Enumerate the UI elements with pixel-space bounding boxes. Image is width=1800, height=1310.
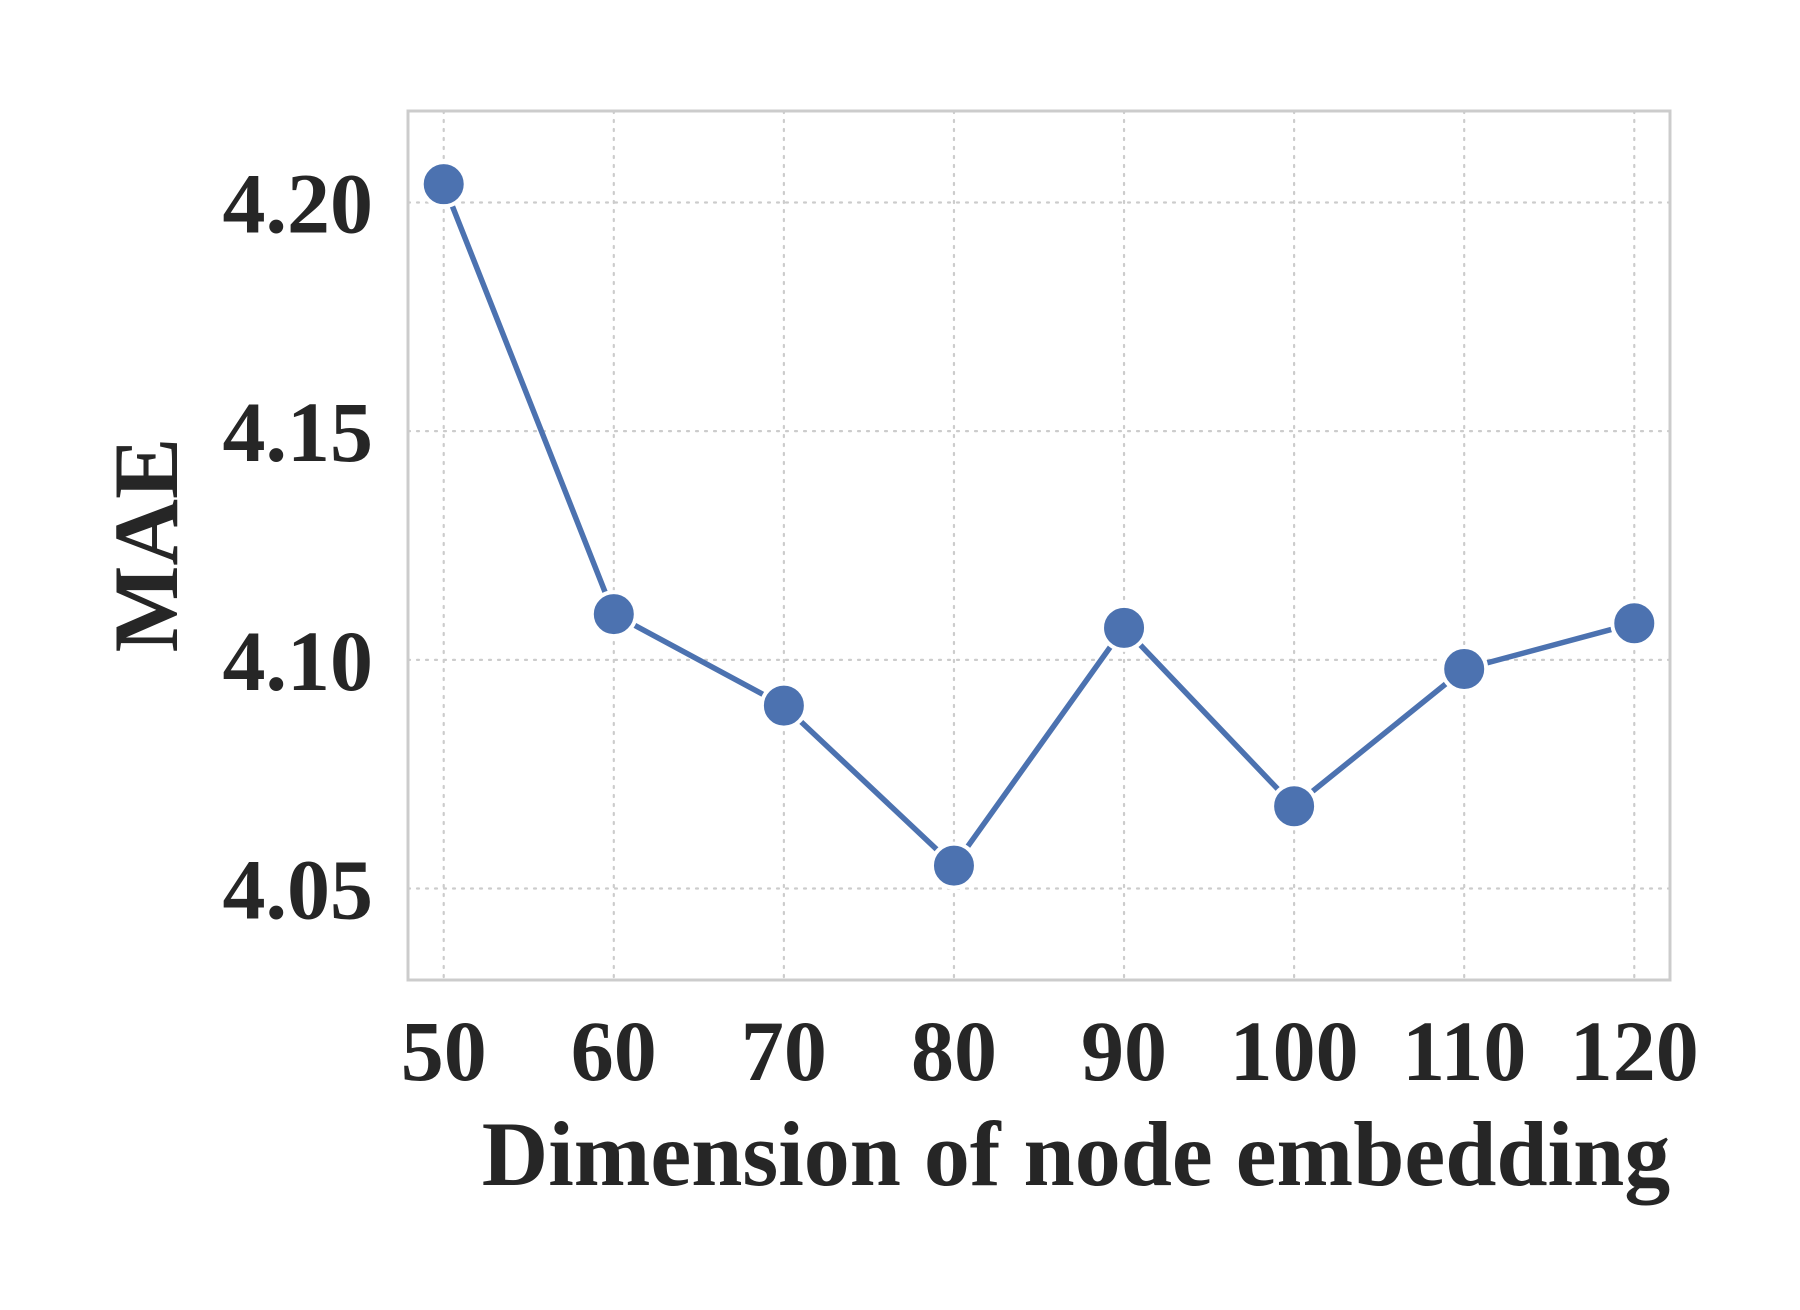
x-axis-title: Dimension of node embedding: [482, 1103, 1671, 1205]
series: [419, 160, 1659, 890]
x-tick-label: 60: [571, 1003, 657, 1099]
data-point: [1610, 599, 1659, 648]
y-tick-labels: 4.05 4.10 4.15 4.20: [223, 155, 374, 937]
series-line: [440, 181, 1638, 869]
y-axis-title: MAE: [95, 438, 197, 653]
x-tick-label: 80: [911, 1003, 997, 1099]
data-point: [759, 681, 808, 730]
data-point: [1270, 782, 1319, 831]
x-tick-label: 50: [401, 1003, 487, 1099]
x-tick-label: 110: [1402, 1003, 1526, 1099]
y-tick-label: 4.05: [223, 842, 374, 938]
y-tick-label: 4.20: [223, 155, 374, 251]
data-point: [589, 590, 638, 639]
x-tick-label: 100: [1230, 1003, 1359, 1099]
y-tick-label: 4.15: [223, 384, 374, 480]
data-point: [1440, 644, 1489, 693]
data-point: [419, 160, 468, 209]
y-tick-label: 4.10: [223, 613, 374, 709]
x-tick-label: 120: [1570, 1003, 1699, 1099]
x-tick-label: 90: [1081, 1003, 1167, 1099]
x-tick-labels: 50 60 70 80 90 100 110 120: [401, 1003, 1699, 1099]
plot-frame: [406, 109, 1672, 982]
data-point: [1100, 603, 1149, 652]
data-point: [929, 841, 978, 890]
x-tick-label: 70: [741, 1003, 827, 1099]
grid: [406, 109, 1672, 982]
